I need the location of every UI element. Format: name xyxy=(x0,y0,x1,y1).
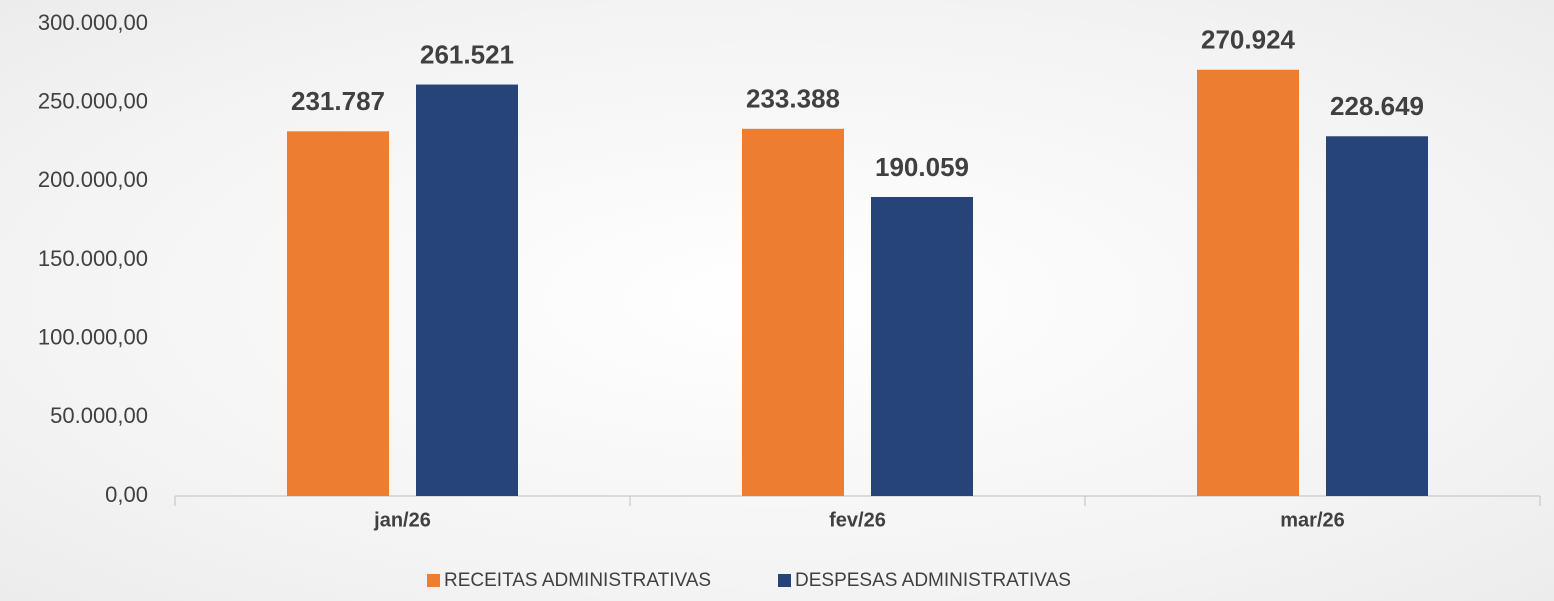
bar xyxy=(1197,69,1299,496)
bar xyxy=(871,196,973,496)
y-tick-label: 200.000,00 xyxy=(38,167,148,192)
legend-label: DESPESAS ADMINISTRATIVAS xyxy=(795,570,1071,591)
value-label: 231.787 xyxy=(291,86,385,116)
value-label: 228.649 xyxy=(1330,91,1424,121)
y-tick-label: 0,00 xyxy=(105,482,148,507)
bar xyxy=(287,131,389,497)
bar xyxy=(742,128,844,496)
y-tick-label: 150.000,00 xyxy=(38,246,148,271)
x-tick-label: mar/26 xyxy=(1280,509,1345,531)
legend-swatch xyxy=(427,574,440,587)
value-label: 233.388 xyxy=(746,84,840,114)
value-label: 270.924 xyxy=(1201,25,1296,55)
bar xyxy=(1326,136,1428,496)
bar xyxy=(416,84,518,497)
x-tick-label: fev/26 xyxy=(829,509,886,531)
legend-label: RECEITAS ADMINISTRATIVAS xyxy=(444,570,711,591)
x-tick-label: jan/26 xyxy=(373,509,431,531)
y-tick-label: 250.000,00 xyxy=(38,88,148,113)
value-label: 190.059 xyxy=(875,152,969,182)
y-tick-label: 300.000,00 xyxy=(38,10,148,35)
value-label: 261.521 xyxy=(420,39,514,69)
legend-swatch xyxy=(778,574,791,587)
y-tick-label: 50.000,00 xyxy=(50,403,148,428)
y-tick-label: 100.000,00 xyxy=(38,324,148,349)
